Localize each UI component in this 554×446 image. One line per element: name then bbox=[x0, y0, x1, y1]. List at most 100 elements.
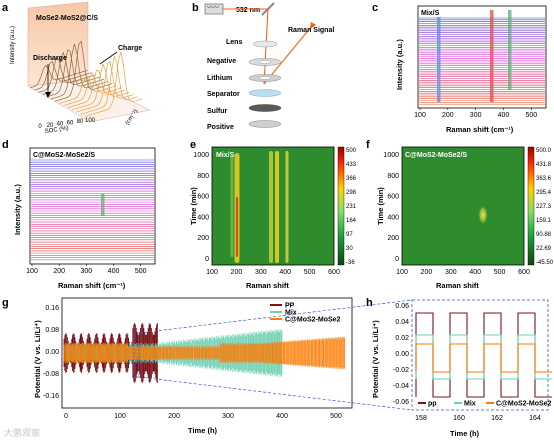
ytick-label: 0.16 bbox=[45, 305, 59, 312]
charge-arrow bbox=[99, 51, 118, 65]
panel-a: a MoSe2-MoS2@C/S 0 20 40 60 80 100 Discharge … bbox=[2, 1, 151, 135]
xtick-label: 400 bbox=[469, 269, 481, 276]
waterfall-trace bbox=[63, 72, 121, 106]
legend-bg-d bbox=[32, 150, 100, 159]
xtick-label: 200 bbox=[231, 269, 243, 276]
panel-label-e: e bbox=[190, 139, 196, 151]
legend-label: Mix bbox=[464, 401, 476, 408]
xlabel-c: Raman shift (cm⁻¹) bbox=[446, 125, 514, 134]
xtick-label: 0 bbox=[64, 413, 68, 420]
ytick-label: 0.02 bbox=[395, 335, 409, 342]
ytick-label: 400 bbox=[387, 214, 399, 221]
legend-label: PP bbox=[285, 303, 295, 310]
colorbar-label: -36 bbox=[346, 260, 355, 266]
panel-label-a: a bbox=[2, 2, 9, 14]
colorbar-label: 366 bbox=[346, 176, 357, 182]
waterfall-traces: 0 20 40 60 80 100 bbox=[29, 40, 142, 130]
a-xtick: 100 bbox=[85, 118, 96, 124]
xticks-h: 158 160 162 164 bbox=[415, 415, 541, 422]
waterfall-trace bbox=[84, 51, 142, 117]
ylabel-h: Potential (V vs. Li/Li⁺) bbox=[371, 320, 380, 398]
ytick-label: 400 bbox=[197, 214, 209, 221]
waterfall-trace bbox=[67, 69, 126, 109]
panel-c: c Mix/S Intensity (a.u.) 100 200 300 400 500… bbox=[372, 2, 547, 134]
heat-spot bbox=[478, 205, 488, 225]
colorbar-label: 30 bbox=[346, 246, 353, 252]
yticks-f: 0 200 400 600 800 1000 bbox=[383, 152, 399, 263]
legend-f: C@MoS2-MoSe2/S bbox=[405, 152, 467, 159]
legend-label: C@MoS2-MoSe2 bbox=[496, 401, 552, 408]
panel-b: b 532 nm Raman Signal Lens Negative Lith… bbox=[192, 2, 334, 131]
xtick-label: 160 bbox=[453, 415, 465, 422]
cmos-zoom-trace bbox=[415, 343, 552, 373]
peak-band bbox=[508, 10, 512, 90]
panel-a-title: MoSe2-MoS2@C/S bbox=[36, 15, 98, 22]
xtick-label: 100 bbox=[206, 269, 218, 276]
xlabel-g: Time (h) bbox=[188, 426, 218, 435]
layer-lithium: Lithium bbox=[207, 75, 232, 82]
xtick-label: 100 bbox=[26, 268, 38, 275]
xtick-label: 100 bbox=[414, 112, 426, 119]
positive-layer-icon bbox=[248, 120, 282, 128]
lens-icon bbox=[252, 40, 278, 48]
xlabel-d: Raman shift (cm⁻¹) bbox=[58, 281, 126, 290]
colorbar-label: -45.50 bbox=[536, 260, 554, 266]
colorbar-label: 500.0 bbox=[536, 148, 552, 154]
heat-band bbox=[285, 151, 289, 263]
ytick-label: 0.06 bbox=[395, 303, 409, 310]
colorbar-label: 431.8 bbox=[536, 162, 552, 168]
waterfall-trace bbox=[71, 63, 130, 111]
laser-wavelength: 532 nm bbox=[236, 7, 260, 14]
raman-beam bbox=[263, 25, 313, 85]
panel-h: h pp Mix C@MoS2-MoSe2 Potential (V vs. Li/… bbox=[366, 297, 552, 438]
xtick-label: 300 bbox=[255, 269, 267, 276]
xtick-label: 500 bbox=[135, 268, 147, 275]
peak-band bbox=[490, 10, 494, 102]
cmos-trace bbox=[63, 336, 346, 370]
ytick-label: 0.00 bbox=[395, 351, 409, 358]
colorbar-label: 22.69 bbox=[536, 246, 552, 252]
discharge-arrow-head bbox=[45, 92, 51, 98]
xtick-label: 162 bbox=[491, 415, 503, 422]
a-xtick: 40 bbox=[57, 122, 64, 128]
panel-label-h: h bbox=[366, 297, 373, 309]
sulfur-layer-icon bbox=[248, 104, 282, 112]
panel-label-d: d bbox=[2, 139, 9, 151]
a-xtick: 60 bbox=[67, 120, 74, 126]
xticks-e: 100 200 300 400 500 600 bbox=[206, 269, 340, 276]
xtick-label: 500 bbox=[304, 269, 316, 276]
xtick-label: 600 bbox=[518, 269, 530, 276]
colorbar-label: 433 bbox=[346, 162, 357, 168]
xticks-c: 100 200 300 400 500 bbox=[414, 108, 537, 119]
legend-e: Mix/S bbox=[216, 152, 235, 159]
xtick-label: 400 bbox=[276, 413, 288, 420]
layer-negative: Negative bbox=[207, 58, 236, 65]
laser-icon bbox=[204, 3, 224, 15]
panel-label-f: f bbox=[366, 139, 370, 151]
legend-c: Mix/S bbox=[421, 10, 440, 17]
yticks-e: 0 200 400 600 800 1000 bbox=[193, 152, 209, 263]
xlabel-f: Raman shift bbox=[436, 281, 479, 290]
ytick-label: 1000 bbox=[193, 152, 209, 159]
xtick-label: 200 bbox=[53, 268, 65, 275]
colorbar-f bbox=[527, 146, 535, 266]
xtick-label: 200 bbox=[421, 269, 433, 276]
zoom-line-bottom bbox=[138, 376, 413, 411]
zoom-traces-h bbox=[415, 312, 552, 398]
ytick-label: 1000 bbox=[383, 152, 399, 159]
layer-separator: Separator bbox=[207, 91, 240, 98]
legend-d: C@MoS2-MoSe2/S bbox=[33, 152, 95, 159]
layer-lens: Lens bbox=[226, 39, 242, 46]
panel-a-xlabel: SOC (%) bbox=[44, 126, 69, 135]
panel-d: d C@MoS2-MoSe2/S Intensity (a.u.) 100 200… bbox=[2, 139, 156, 290]
ytick-label: -0.04 bbox=[393, 383, 409, 390]
xtick-label: 100 bbox=[114, 413, 126, 420]
ytick-label: 0 bbox=[395, 256, 399, 263]
cycling-traces-g bbox=[63, 323, 346, 383]
ytick-label: -0.06 bbox=[393, 399, 409, 406]
ytick-label: 0.08 bbox=[45, 327, 59, 334]
ytick-label: 200 bbox=[197, 235, 209, 242]
ytick-label: 0.04 bbox=[395, 319, 409, 326]
